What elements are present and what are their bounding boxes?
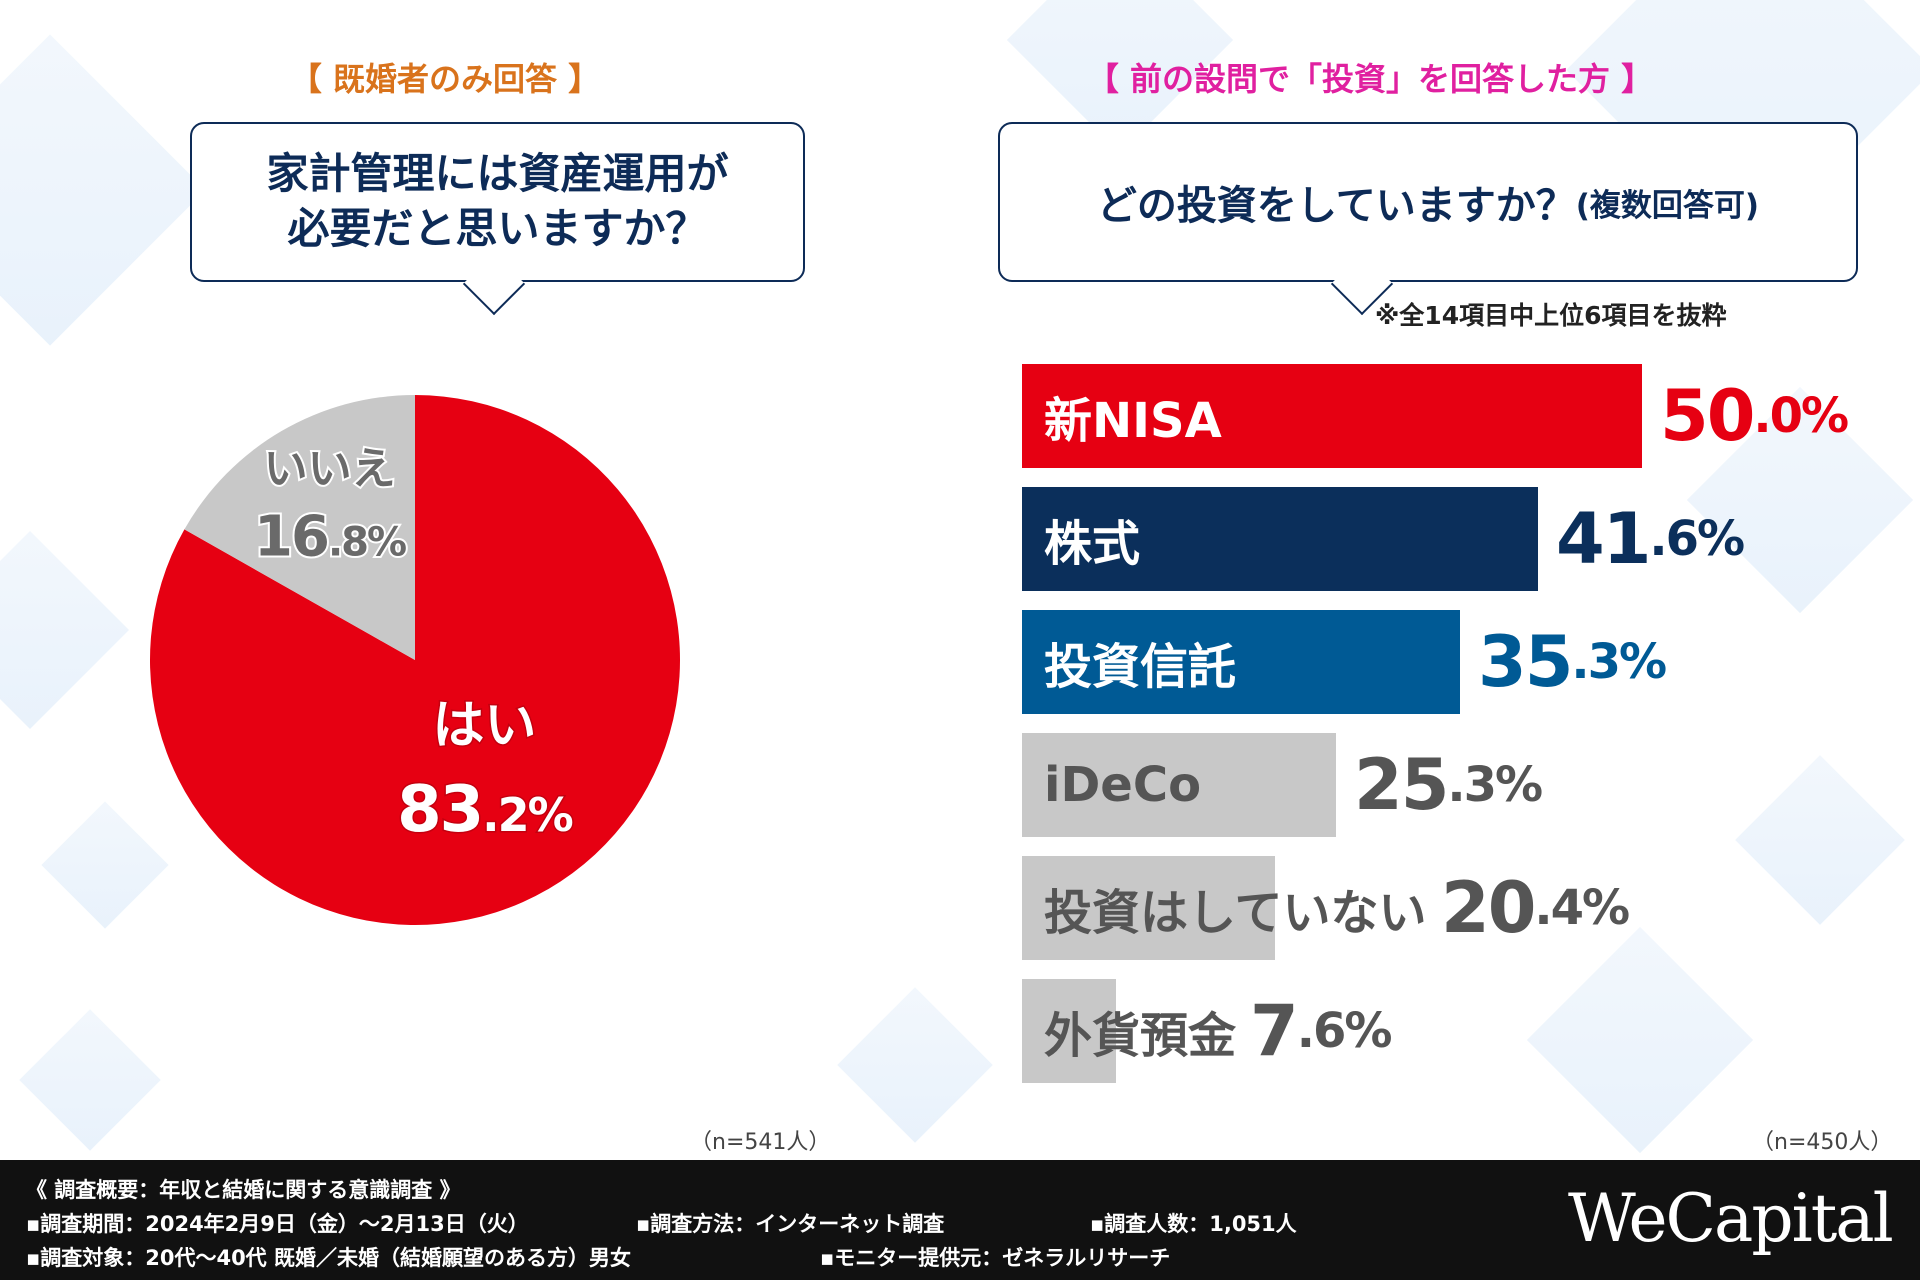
wecapital-logo: WeCapital [1568,1180,1894,1257]
footer-period: ▪調査期間：2024年2月9日（金）～2月13日（火） [26,1212,529,1236]
pie-slice-value-1: 16.8% [254,504,406,569]
bar-value-3: 25.3% [1354,744,1543,826]
bar-fill-2 [1022,610,1460,714]
bar-fill-3 [1022,733,1336,837]
pie-slice-label-0: はい [432,696,536,756]
pie-chart: はい 83.2% いいえ 16.8% [150,395,680,925]
left-n-label: （n=541人） [690,1130,831,1155]
footer: 《 調査概要：年収と結婚に関する意識調査 》 ▪調査期間：2024年2月9日（金… [0,1160,1920,1280]
bar-label-0: 新NISA [1044,393,1222,449]
pie-slice-1 [184,395,415,660]
bar-value-2: 35.3% [1478,621,1667,703]
left-panel-tag: 【 既婚者のみ回答 】 [289,60,601,98]
right-panel-tag: 【 前の設問で「投資」を回答した方 】 [1086,60,1654,98]
bar-fill-5 [1022,979,1116,1083]
bar-fill-4 [1022,856,1275,960]
footer-method: ▪調査方法：インターネット調査 [636,1212,945,1236]
left-question-bubble: 家計管理には資産運用が 必要だと思いますか？ [190,122,805,282]
right-note: ※全14項目中上位6項目を抜粋 [1375,301,1727,330]
bar-label-4: 投資はしていない [1044,885,1427,941]
bar-label-1: 株式 [1044,516,1141,572]
right-n-label: （n=450人） [1752,1130,1893,1155]
pie-slice-value-0: 83.2% [397,773,573,847]
bar-value-5: 7.6% [1250,990,1392,1072]
bar-value-1: 41.6% [1556,498,1745,580]
left-question-line1: 家計管理には資産運用が [266,149,729,199]
right-question-main: どの投資をしていますか？ [1096,183,1576,229]
bar-label-3: iDeCo [1044,757,1202,813]
bar-fill-1 [1022,487,1538,591]
pie-slice-0 [150,395,680,925]
bar-fill-0 [1022,364,1642,468]
pie-slice-label-1: いいえ [264,443,396,494]
right-question-bubble: どの投資をしていますか？ (複数回答可) [998,122,1858,282]
footer-survey-title: 《 調査概要：年収と結婚に関する意識調査 》 [26,1178,461,1202]
right-question-sub: (複数回答可) [1575,187,1760,224]
bar-value-4: 20.4% [1441,867,1630,949]
footer-target: ▪調査対象：20代～40代 既婚／未婚（結婚願望のある方）男女 [26,1246,631,1270]
left-question-line2: 必要だと思いますか？ [287,204,708,253]
bar-value-0: 50.0% [1660,375,1849,457]
footer-count: ▪調査人数：1,051人 [1090,1212,1297,1236]
bar-label-5: 外貨預金 [1044,1008,1237,1064]
footer-provider: ▪モニター提供元：ゼネラルリサーチ [820,1246,1171,1270]
bar-label-2: 投資信託 [1044,639,1237,695]
